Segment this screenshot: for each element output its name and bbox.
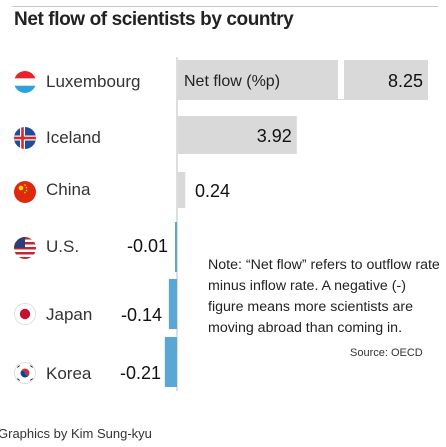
category-label-iceland: Iceland xyxy=(46,128,101,147)
bar-korea xyxy=(164,337,177,387)
category-label-korea: Korea xyxy=(46,364,92,383)
value-label-korea: -0.21 xyxy=(119,363,161,383)
china-flag-icon xyxy=(14,181,36,203)
source-label: Source: OECD xyxy=(350,347,423,359)
category-label-china: China xyxy=(46,180,91,199)
bar-separator xyxy=(338,55,344,99)
bar-header-label: Net flow (%p) xyxy=(184,73,280,90)
bar-iceland xyxy=(178,116,297,154)
us-flag-icon xyxy=(14,237,36,259)
bar-china xyxy=(178,172,186,208)
bar-japan xyxy=(168,279,177,329)
iceland-flag-icon xyxy=(14,127,36,149)
value-label-luxembourg: 8.25 xyxy=(388,71,423,91)
category-label-japan: Japan xyxy=(46,305,93,324)
value-label-iceland: 3.92 xyxy=(257,126,292,146)
value-label-china: 0.24 xyxy=(195,181,230,201)
bar-us xyxy=(175,222,177,272)
category-label-luxembourg: Luxembourg xyxy=(46,72,141,91)
korea-flag-icon xyxy=(14,362,36,384)
japan-flag-icon xyxy=(14,303,36,325)
graphics-credit: Graphics by Kim Sung-kyu xyxy=(0,426,152,441)
luxembourg-flag-icon xyxy=(14,71,36,93)
category-label-us: U.S. xyxy=(46,237,80,256)
chart-title: Net flow of scientists by country xyxy=(14,9,294,30)
top-rule xyxy=(12,6,438,7)
value-label-us: -0.01 xyxy=(126,236,168,256)
chart-note: Note: “Net flow” refers to outflow rate … xyxy=(208,257,440,336)
bar-luxembourg xyxy=(178,60,428,100)
value-label-japan: -0.14 xyxy=(120,305,162,325)
